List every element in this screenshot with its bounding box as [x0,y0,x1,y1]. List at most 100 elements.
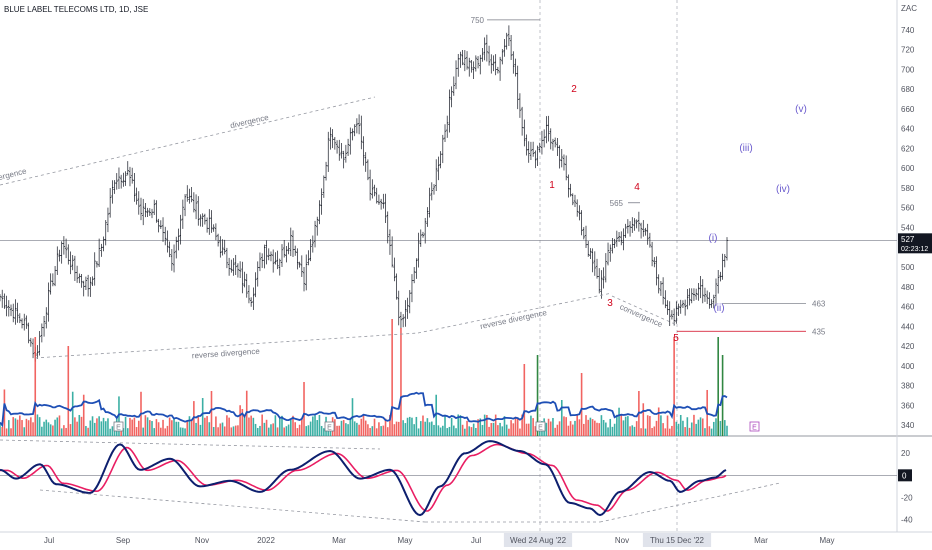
volume-bar [243,415,246,436]
volume-bar [252,417,255,436]
volume-bar [589,417,592,436]
wave-label-3: 3 [607,298,613,309]
price-bar [677,303,680,317]
volume-bar [0,424,1,436]
price-bar [562,154,566,171]
price-bar [694,288,698,300]
price-bar [415,258,418,279]
volume-bar [171,420,173,436]
price-tick-label: 500 [901,263,915,272]
volume-bar [173,417,175,436]
volume-bar [186,421,189,436]
price-bar [481,47,484,62]
volume-bar [43,421,45,436]
volume-bar [303,382,305,436]
price-bar [382,193,385,209]
price-bar [661,277,665,305]
price-bar [329,127,332,150]
price-bar [104,220,107,246]
volume-bar [142,427,144,436]
price-bar [419,229,422,247]
volume-bar [710,428,713,436]
volume-bar [272,423,274,436]
volume-bar [708,426,711,436]
price-bar [540,130,544,155]
price-bar [523,119,526,147]
volume-bar [472,423,475,436]
price-bar [296,248,299,270]
price-bar [223,239,226,255]
price-bar [62,236,66,255]
price-bar [512,51,515,74]
price-bar [271,249,275,273]
volume-bar [201,398,204,436]
price-bar [183,194,187,217]
wave-label-1: 1 [549,180,555,191]
price-bar [89,277,92,297]
volume-bar [237,425,239,436]
volume-bar [567,425,570,436]
price-bar [214,223,218,241]
volume-bar [483,414,486,436]
volume-bar [455,428,457,436]
price-bar [377,194,381,205]
price-bar [168,241,171,258]
price-bar [58,249,61,262]
reverse-divergence-label: reverse divergence [479,308,548,331]
price-bar [410,274,414,303]
price-bar [615,230,619,247]
oscillator-main-line [0,440,727,517]
crosshair-date-label: Thu 15 Dec '22 [642,533,712,547]
volume-bar [391,319,393,436]
volume-bar [684,427,686,436]
price-bar [423,217,427,244]
price-bar [322,175,326,198]
volume-bar [492,422,495,436]
price-bar [18,313,22,324]
price-bar [509,34,513,60]
price-bar [71,255,74,271]
price-bar [302,267,306,292]
volume-bar [285,426,288,436]
price-bar [208,209,211,235]
price-bar [51,273,55,287]
volume-bar [690,422,693,436]
price-bar [47,282,50,322]
price-bar [282,240,286,258]
price-bar [705,290,709,304]
volume-bar [413,424,415,436]
price-bar [650,241,654,267]
price-bar [639,222,643,239]
price-bar [119,174,123,189]
volume-bar [442,425,444,436]
price-bar [205,217,209,233]
volume-bar [580,373,583,436]
price-bar [716,269,720,294]
volume-bar [294,422,297,436]
price-bar [201,213,204,227]
price-bar [437,156,440,181]
price-tick-label: 720 [901,46,915,55]
volume-bar [602,419,605,436]
price-bar [91,276,94,286]
price-bar [558,145,561,169]
volume-bar [607,427,609,436]
wave-label-iii: (iii) [739,143,752,154]
price-bar [457,53,460,77]
price-bar [269,251,273,262]
volume-bar [27,420,30,436]
volume-bar [664,428,667,436]
volume-bar [14,418,17,436]
price-bar [106,207,110,233]
volume-bar [278,417,281,436]
price-bar [157,218,160,233]
price-bar [194,194,198,220]
price-bar [333,136,337,150]
price-tick-label: 620 [901,144,915,153]
volume-bar [655,420,658,436]
volume-bar [404,423,407,436]
price-bar [659,280,663,296]
volume-bar [525,423,528,436]
price-tick-label: 440 [901,322,915,331]
